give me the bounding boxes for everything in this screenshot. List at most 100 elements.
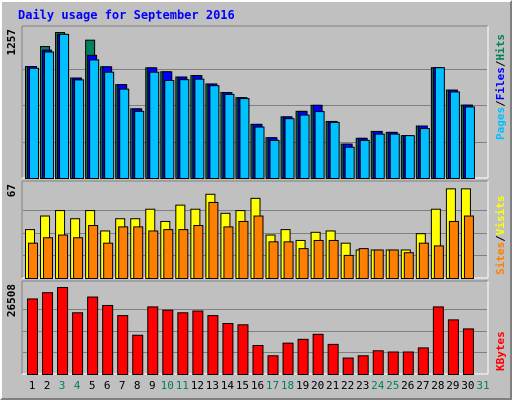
bar-pages-day-4 [74, 79, 85, 179]
bar-kbytes-day-26 [402, 351, 414, 376]
bar-sites-day-29 [448, 220, 459, 280]
bar-pages-day-25 [389, 133, 400, 180]
bar-kbytes-day-11 [177, 312, 189, 375]
x-tick-day-22: 22 [341, 379, 354, 392]
bar-sites-day-18 [283, 241, 294, 279]
x-tick-day-25: 25 [386, 379, 399, 392]
bar-pages-day-16 [254, 126, 265, 180]
bar-sites-day-1 [28, 242, 38, 280]
bar-pages-day-9 [149, 71, 160, 179]
bar-kbytes-day-14 [222, 323, 234, 376]
bar-kbytes-day-30 [462, 328, 474, 376]
x-tick-day-19: 19 [296, 379, 309, 392]
chart-title: Daily usage for September 2016 [18, 8, 235, 22]
bar-pages-day-22 [344, 146, 355, 179]
bar-sites-day-19 [298, 248, 309, 279]
legend-item: / [494, 100, 507, 107]
bar-kbytes-day-10 [162, 309, 174, 376]
x-tick-day-4: 4 [74, 379, 81, 392]
legend-item: / [494, 60, 507, 67]
x-tick-day-24: 24 [371, 379, 385, 392]
legend-item: Visits [494, 196, 507, 236]
bar-kbytes-day-21 [327, 343, 339, 375]
legend-item: / [494, 235, 507, 242]
bar-pages-day-11 [179, 79, 190, 179]
bar-kbytes-day-3 [57, 287, 69, 375]
y-max-label: 67 [5, 184, 18, 197]
x-tick-day-21: 21 [326, 379, 339, 392]
legend-item: Sites [494, 242, 507, 275]
bar-pages-day-19 [299, 114, 310, 179]
bar-kbytes-day-5 [87, 296, 99, 375]
x-tick-day-11: 11 [176, 379, 189, 392]
bar-pages-day-21 [329, 121, 340, 180]
bar-sites-day-21 [328, 239, 339, 280]
bar-sites-day-16 [253, 215, 264, 279]
bar-sites-day-27 [418, 242, 429, 280]
bar-kbytes-day-27 [417, 347, 429, 375]
x-tick-day-28: 28 [431, 379, 444, 392]
bar-sites-day-24 [373, 249, 384, 280]
bar-kbytes-day-28 [432, 306, 444, 375]
bar-sites-day-28 [433, 245, 444, 279]
bar-kbytes-day-18 [282, 342, 294, 375]
bar-pages-day-28 [434, 67, 445, 179]
x-tick-day-20: 20 [311, 379, 324, 392]
panel-middle: 67 Sites/Visits [5, 180, 507, 280]
bar-sites-day-25 [388, 249, 399, 280]
legend-top: Pages/Files/Hits [494, 34, 507, 140]
bar-sites-day-11 [178, 229, 189, 279]
bar-kbytes-day-7 [117, 315, 129, 375]
bar-pages-day-1 [29, 67, 39, 179]
legend-item: Pages [494, 107, 507, 140]
x-tick-day-5: 5 [89, 379, 96, 392]
bar-kbytes-day-9 [147, 306, 159, 375]
bar-sites-day-26 [403, 252, 414, 279]
bar-pages-day-7 [119, 88, 130, 179]
bar-sites-day-14 [223, 226, 234, 279]
x-tick-day-10: 10 [161, 379, 174, 392]
legend-item: Hits [494, 34, 507, 61]
bar-pages-day-5 [89, 59, 100, 180]
x-tick-day-9: 9 [149, 379, 156, 392]
x-tick-day-26: 26 [401, 379, 414, 392]
bar-pages-day-13 [209, 85, 220, 179]
bar-kbytes-day-23 [357, 355, 369, 375]
bar-pages-day-24 [374, 133, 385, 180]
bar-sites-day-3 [58, 234, 69, 279]
x-tick-day-30: 30 [461, 379, 474, 392]
bar-sites-day-6 [103, 242, 114, 280]
bar-kbytes-day-15 [237, 324, 249, 375]
bar-kbytes-day-22 [342, 357, 354, 375]
x-tick-day-6: 6 [104, 379, 111, 392]
bar-kbytes-day-24 [372, 350, 384, 375]
bar-kbytes-day-25 [387, 351, 399, 376]
bar-kbytes-day-13 [207, 315, 219, 375]
x-tick-day-12: 12 [191, 379, 204, 392]
bar-pages-day-8 [134, 110, 145, 179]
bar-sites-day-13 [208, 201, 219, 279]
bar-kbytes-day-29 [447, 319, 459, 375]
x-tick-day-18: 18 [281, 379, 294, 392]
x-tick-day-13: 13 [206, 379, 219, 392]
bar-pages-day-23 [359, 139, 370, 179]
bar-sites-day-2 [43, 237, 54, 280]
x-tick-day-1: 1 [29, 379, 36, 392]
bar-pages-day-15 [239, 98, 250, 179]
x-tick-day-23: 23 [356, 379, 369, 392]
bar-sites-day-23 [358, 248, 369, 279]
bar-sites-day-12 [193, 225, 204, 279]
bar-pages-day-20 [314, 111, 325, 179]
legend-item: Files [494, 67, 507, 100]
bar-kbytes-day-8 [132, 334, 144, 376]
bar-pages-day-3 [59, 33, 70, 179]
x-tick-day-14: 14 [221, 379, 235, 392]
x-tick-day-2: 2 [44, 379, 51, 392]
bar-pages-day-12 [194, 78, 205, 179]
legend-bottom: KBytes [494, 331, 507, 371]
bar-pages-day-17 [269, 139, 280, 179]
panel-bottom: 26508 KBytes [5, 280, 507, 376]
bar-sites-day-15 [238, 220, 249, 280]
